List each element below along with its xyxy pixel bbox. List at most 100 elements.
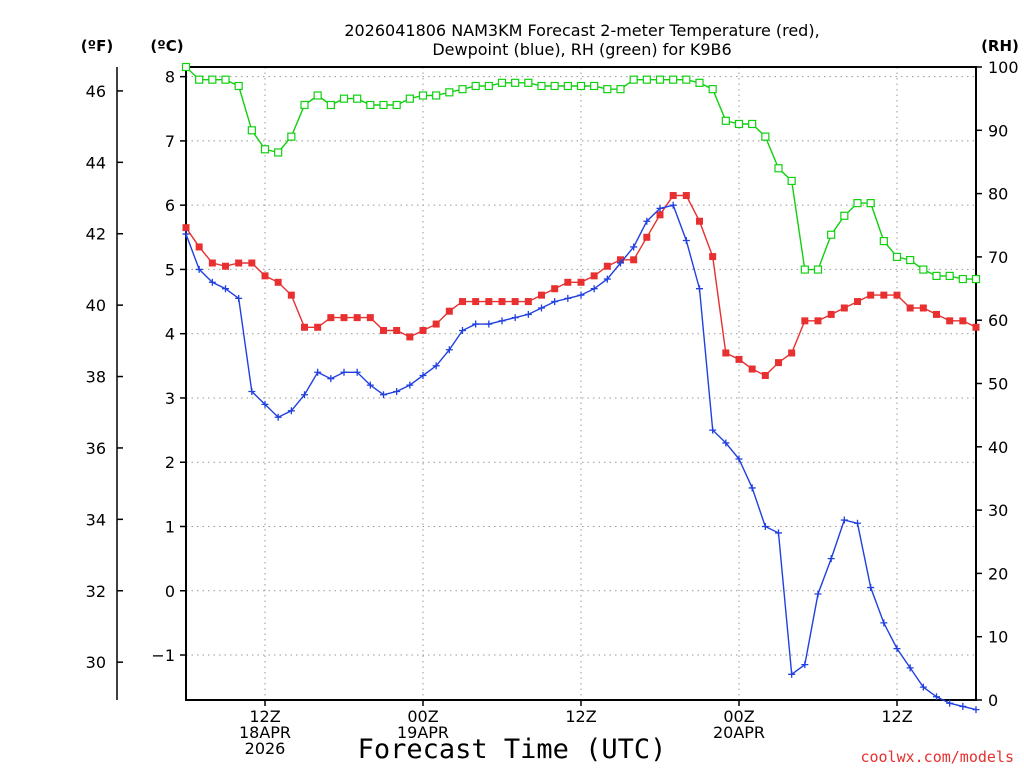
rh-tick-label: 50 bbox=[988, 375, 1008, 394]
temperature-point bbox=[406, 333, 414, 341]
rh-tick-label: 90 bbox=[988, 121, 1008, 140]
dewpoint-point bbox=[761, 522, 769, 530]
temperature-point bbox=[524, 298, 532, 306]
rh-point bbox=[879, 236, 888, 246]
time-tick-label: 00Z bbox=[407, 707, 438, 726]
rh-point bbox=[616, 85, 625, 94]
rh-point bbox=[471, 81, 480, 91]
rh-point bbox=[971, 274, 981, 284]
dewpoint-point bbox=[656, 204, 664, 212]
dewpoint-point bbox=[801, 661, 809, 669]
time-tick-label: 12Z bbox=[565, 707, 596, 726]
rh-point bbox=[195, 75, 204, 84]
grid-lines bbox=[186, 67, 976, 700]
fahrenheit-tick-label: 30 bbox=[86, 653, 106, 672]
dewpoint-point bbox=[340, 368, 348, 376]
temperature-point bbox=[432, 320, 440, 328]
temperature-point bbox=[222, 262, 229, 270]
time-tick-label: 18APR bbox=[239, 723, 291, 742]
temperature-point bbox=[709, 253, 717, 261]
rh-point bbox=[208, 75, 217, 84]
temperature-point bbox=[669, 192, 677, 200]
dewpoint-point bbox=[814, 590, 822, 598]
rh-point bbox=[695, 78, 704, 87]
temperature-point bbox=[682, 192, 690, 200]
rh-tick-label: 100 bbox=[988, 58, 1019, 77]
dewpoint-point bbox=[933, 693, 940, 701]
fahrenheit-tick-label: 44 bbox=[86, 153, 106, 172]
celsius-tick-label: 3 bbox=[165, 389, 175, 408]
temperature-point bbox=[722, 349, 730, 357]
dewpoint-point bbox=[366, 381, 374, 389]
rh-point bbox=[418, 91, 428, 100]
dewpoint-point bbox=[314, 368, 322, 376]
rh-point bbox=[721, 116, 730, 125]
dewpoint-point bbox=[854, 519, 861, 527]
rh-tick-label: 0 bbox=[988, 691, 998, 710]
temperature-point bbox=[880, 291, 888, 299]
rh-point bbox=[866, 198, 875, 208]
celsius-tick-label: 6 bbox=[165, 196, 175, 215]
celsius-tick-label: 7 bbox=[165, 132, 175, 151]
dewpoint-point bbox=[393, 388, 401, 396]
rh-point bbox=[919, 265, 928, 274]
rh-point bbox=[392, 100, 401, 110]
celsius-unit-label: (ºC) bbox=[150, 37, 183, 55]
temperature-point bbox=[314, 323, 322, 331]
dewpoint-point bbox=[551, 298, 559, 306]
rh-point bbox=[260, 145, 270, 154]
dewpoint-point bbox=[459, 326, 466, 334]
dewpoint-point bbox=[735, 455, 743, 463]
fahrenheit-tick-label: 38 bbox=[86, 368, 106, 387]
temperature-point bbox=[472, 298, 480, 306]
rh-point bbox=[761, 132, 770, 141]
rh-point bbox=[800, 265, 809, 274]
rh-point bbox=[497, 78, 507, 87]
dewpoint-point bbox=[682, 237, 690, 245]
rh-point bbox=[669, 75, 678, 84]
dewpoint-point bbox=[327, 375, 335, 383]
rh-point bbox=[445, 88, 454, 97]
dewpoint-point bbox=[261, 400, 269, 408]
temperature-point bbox=[195, 243, 203, 251]
fahrenheit-tick-label: 40 bbox=[86, 296, 106, 315]
rh-point bbox=[563, 81, 572, 91]
dewpoint-point bbox=[696, 285, 703, 293]
temperature-point bbox=[366, 314, 374, 322]
dewpoint-point bbox=[208, 278, 216, 286]
temperature-point bbox=[182, 224, 190, 232]
temperature-point bbox=[919, 304, 927, 312]
rh-tick-label: 40 bbox=[988, 438, 1008, 457]
rh-tick-label: 20 bbox=[988, 564, 1008, 583]
rh-point bbox=[813, 265, 823, 274]
rh-point bbox=[432, 91, 441, 100]
temperature-point bbox=[261, 272, 269, 280]
dewpoint-point bbox=[709, 426, 717, 434]
temperature-point bbox=[393, 326, 401, 334]
rh-tick-label: 60 bbox=[988, 311, 1008, 330]
dewpoint-point bbox=[827, 555, 835, 563]
time-tick-label: 19APR bbox=[397, 723, 449, 742]
rh-point bbox=[840, 211, 849, 220]
dewpoint-point bbox=[893, 645, 901, 653]
dewpoint-point bbox=[590, 285, 598, 293]
rh-point bbox=[906, 255, 915, 265]
dewpoint-point bbox=[788, 670, 796, 678]
rh-point bbox=[524, 78, 533, 87]
dewpoint-point bbox=[524, 310, 532, 318]
celsius-tick-label: 8 bbox=[165, 68, 175, 87]
dewpoint-point bbox=[722, 439, 730, 447]
rh-point bbox=[787, 176, 796, 186]
temperature-point bbox=[301, 323, 308, 331]
temperature-point bbox=[933, 310, 940, 318]
dewpoint-point bbox=[445, 346, 453, 354]
rh-unit-label: (RH) bbox=[981, 37, 1019, 55]
temperature-point bbox=[946, 317, 954, 325]
dewpoint-point bbox=[419, 371, 427, 379]
dewpoint-point bbox=[511, 314, 519, 322]
celsius-tick-label: −1 bbox=[151, 646, 175, 665]
time-tick-label: 2026 bbox=[245, 739, 286, 758]
chart-title-line-1: 2026041806 NAM3KM Forecast 2-meter Tempe… bbox=[344, 21, 819, 40]
rh-point bbox=[274, 148, 283, 157]
